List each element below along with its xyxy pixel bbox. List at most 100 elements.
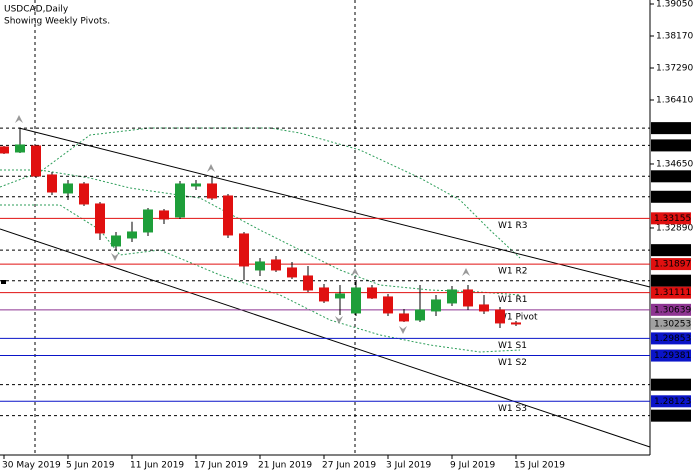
level-box [651,190,691,203]
candle-body [95,203,105,234]
y-tick-label: 1.38170 [656,31,693,41]
envelope-lower [0,204,521,353]
candle-body [319,287,329,302]
envelope-upper [0,127,521,259]
level-value: 1.30639 [654,305,691,315]
candle-body [287,267,297,278]
candle-body [431,299,441,312]
candle-body [223,195,233,236]
candle-body [271,259,281,271]
level-value: 1.32280 [654,246,691,256]
level-value: 1.31111 [654,288,691,298]
candle-body [255,261,265,271]
y-tick-label: 1.36410 [656,95,693,105]
level-value: 1.35161 [654,141,691,151]
candle-body [239,233,249,267]
candle-body [351,287,361,314]
candle-body [111,235,121,247]
candle-body [367,287,377,299]
level-box [651,378,691,391]
level-box [651,332,691,345]
level-value: 1.34311 [654,172,691,182]
level-value: 1.27728 [654,411,691,421]
envelope-middle [0,169,521,296]
fractal-up [462,268,470,276]
y-tick-label: 1.34650 [656,159,693,169]
level-box [651,274,691,287]
x-tick-label: 15 Jul 2019 [514,461,565,471]
decorations [0,0,698,455]
candle-body [463,289,473,307]
fractal-down [335,316,343,324]
level-box [651,139,691,152]
level-box [651,212,691,225]
fractal-up [207,164,215,172]
level-box [651,244,691,257]
level-box [651,349,691,362]
x-tick-label: 27 Jun 2019 [322,461,376,471]
chart-title: USDCAD,Daily [4,5,69,15]
level-box [651,122,691,135]
candle-body [335,293,345,299]
level-box [651,286,691,299]
fractal-down [399,326,407,334]
level-box [651,409,691,422]
pivot-label: W1 Pivot [498,312,538,322]
y-tick-label: 1.39050 [656,0,693,9]
y-tick-label: 1.32890 [656,223,693,233]
pivot-label: W1 S3 [498,404,527,414]
candle-body [207,183,217,199]
pivot-label: W1 R3 [498,221,527,231]
candle-body [415,309,425,321]
level-value: 1.28123 [654,397,691,407]
candle-body [495,309,505,324]
pivot-label: W1 S1 [498,341,527,351]
candle-body [79,183,89,205]
level-value: 1.33748 [654,192,691,202]
candle-body [399,313,409,322]
level-value: 1.33155 [654,214,691,224]
x-tick-label: 11 Jun 2019 [130,461,184,471]
candle-body [63,183,73,194]
pivot-label: W1 R1 [498,295,527,305]
candle-body [447,289,457,304]
candle-body [511,322,521,325]
x-tick-label: 3 Jul 2019 [386,461,431,471]
candle-body [143,209,153,233]
candle-body [383,296,393,314]
level-box [651,395,691,408]
pivot-label: W1 S2 [498,358,527,368]
marker [1,280,6,284]
level-box [651,258,691,271]
x-tick-label: 21 Jun 2019 [258,461,312,471]
level-value: 1.29853 [654,334,691,344]
level-value: 1.35636 [654,124,691,134]
fractal-down [111,253,119,261]
x-tick-label: 17 Jun 2019 [194,461,248,471]
y-tick-label: 1.37290 [656,63,693,73]
candle-body [15,144,25,153]
chart-subtitle: Showing Weekly Pivots. [4,17,110,27]
candle-body [127,231,137,239]
level-value: 1.31440 [654,276,691,286]
fractal-up [15,115,23,123]
candle-body [47,174,57,193]
candle-body [479,304,489,312]
time-axis-panel [0,455,700,475]
candle-body [191,183,201,187]
x-tick-label: 9 Jul 2019 [450,461,495,471]
candle-body [159,210,169,220]
candle-body [303,275,313,291]
candle-body [0,146,9,154]
level-box [651,303,691,316]
x-tick-label: 5 Jun 2019 [66,461,115,471]
candle-body [175,183,185,218]
level-value: 1.31897 [654,260,691,270]
level-value: 1.30253 [654,319,691,329]
x-tick-label: 30 May 2019 [2,461,61,471]
level-box [651,170,691,183]
level-value: 1.28580 [654,380,691,390]
